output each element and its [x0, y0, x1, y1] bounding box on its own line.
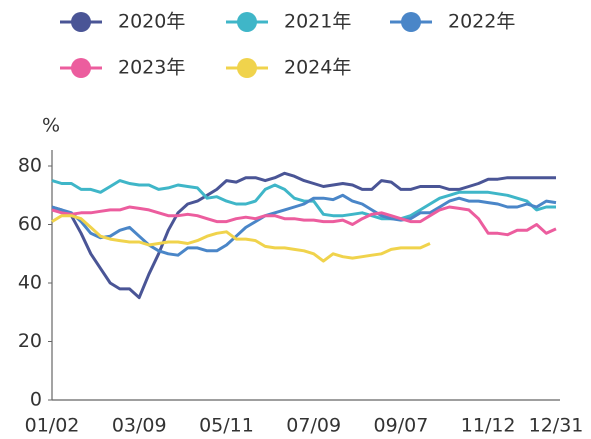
legend-marker — [237, 12, 257, 32]
x-tick-label: 03/09 — [112, 415, 167, 437]
x-tick-label: 07/09 — [286, 415, 341, 437]
legend-marker — [401, 12, 421, 32]
series-line — [51, 205, 557, 237]
y-tick-label: 40 — [18, 272, 42, 294]
x-tick-label: 09/07 — [374, 415, 429, 437]
legend-marker — [71, 12, 91, 32]
x-tick-label: 05/11 — [199, 415, 254, 437]
series-line — [51, 171, 556, 300]
legend-label: 2020年 — [118, 11, 185, 33]
series-line — [51, 179, 556, 221]
legend-marker — [237, 58, 257, 78]
legend-label: 2023年 — [118, 57, 185, 79]
x-tick-label: 11/12 — [461, 415, 516, 437]
legend-label: 2022年 — [448, 11, 515, 33]
y-tick-label: 80 — [18, 155, 42, 177]
y-tick-label: 60 — [18, 213, 42, 235]
legend-label: 2021年 — [284, 11, 351, 33]
x-tick-label: 12/31 — [529, 415, 584, 437]
y-tick-label: 0 — [30, 389, 42, 411]
x-tick-label: 01/02 — [25, 415, 80, 437]
series-line — [51, 193, 557, 257]
y-axis-label: % — [42, 115, 60, 137]
legend-label: 2024年 — [284, 57, 351, 79]
legend-marker — [71, 58, 91, 78]
series-line — [51, 214, 431, 263]
y-tick-label: 20 — [18, 330, 42, 352]
